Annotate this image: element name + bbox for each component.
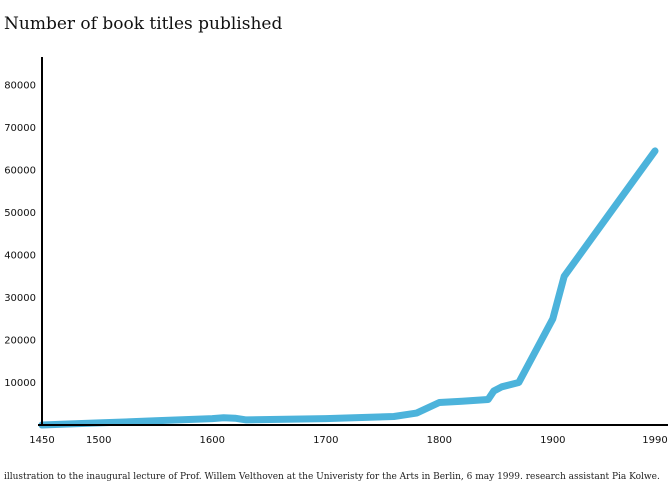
series-line [38, 147, 659, 429]
y-tick-label: 50000 [4, 208, 36, 219]
line-chart: 10000 20000 30000 40000 50000 60000 70000 80000… [4, 57, 668, 446]
y-tick-label: 80000 [4, 81, 36, 92]
x-axis-ticks: 1450 1500 1600 1700 1800 1900 1990 [29, 435, 667, 446]
y-tick-label: 20000 [4, 336, 36, 347]
x-tick-label: 1900 [540, 435, 565, 446]
y-tick-label: 10000 [4, 378, 36, 389]
x-tick-label: 1990 [642, 435, 667, 446]
y-tick-label: 40000 [4, 251, 36, 262]
y-tick-label: 70000 [4, 123, 36, 134]
y-axis-ticks: 10000 20000 30000 40000 50000 60000 70000 80000 [4, 81, 36, 390]
chart-title: Number of book titles published [4, 14, 283, 34]
caption: illustration to the inaugural lecture of… [4, 472, 660, 482]
x-tick-label: 1450 [29, 435, 54, 446]
x-tick-label: 1800 [427, 435, 452, 446]
y-tick-label: 60000 [4, 166, 36, 177]
x-tick-label: 1500 [86, 435, 111, 446]
x-tick-label: 1600 [200, 435, 225, 446]
y-tick-label: 30000 [4, 293, 36, 304]
x-tick-label: 1700 [313, 435, 338, 446]
